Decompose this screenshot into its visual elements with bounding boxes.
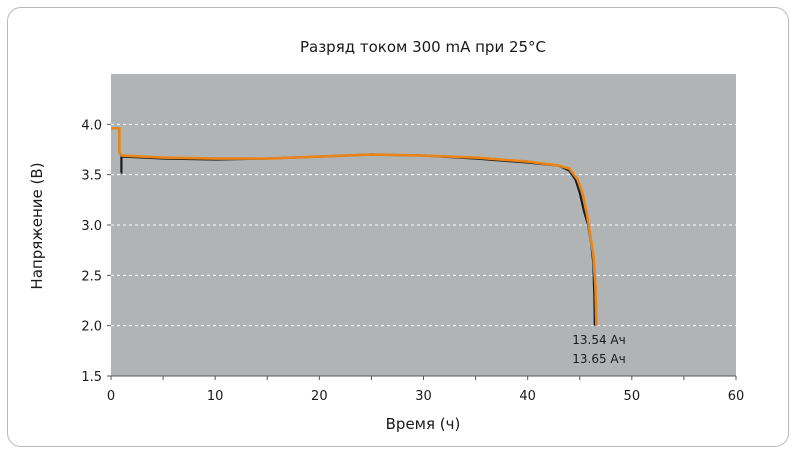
series-group [111, 127, 598, 326]
grid [111, 123, 736, 327]
x-ticks: 0 10 20 30 40 50 60 [107, 376, 744, 404]
y-tick-label: 3.5 [81, 169, 102, 184]
y-tick-label: 4.0 [81, 118, 102, 133]
x-axis-label: Время (ч) [386, 415, 461, 433]
y-tick-label: 2.0 [81, 320, 102, 335]
annotation-capacity-2: 13.65 Ач [572, 352, 625, 366]
x-tick-label: 30 [415, 389, 432, 404]
y-tick-label: 1.5 [81, 370, 102, 385]
series-line-2 [111, 127, 598, 326]
y-axis-label: Напряжение (В) [28, 162, 46, 289]
x-tick-label: 20 [311, 389, 328, 404]
chart-title: Разряд током 300 mA при 25°C [300, 38, 546, 56]
x-tick-label: 10 [207, 389, 224, 404]
y-tick-label: 2.5 [81, 269, 102, 284]
y-ticks: 1.5 2.0 2.5 3.0 3.5 4.0 [81, 118, 111, 385]
x-tick-label: 0 [107, 389, 115, 404]
x-tick-label: 40 [519, 389, 536, 404]
x-tick-label: 50 [624, 389, 641, 404]
x-tick-label: 60 [728, 389, 745, 404]
y-tick-label: 3.0 [81, 219, 102, 234]
annotation-capacity-1: 13.54 Ач [572, 333, 625, 347]
